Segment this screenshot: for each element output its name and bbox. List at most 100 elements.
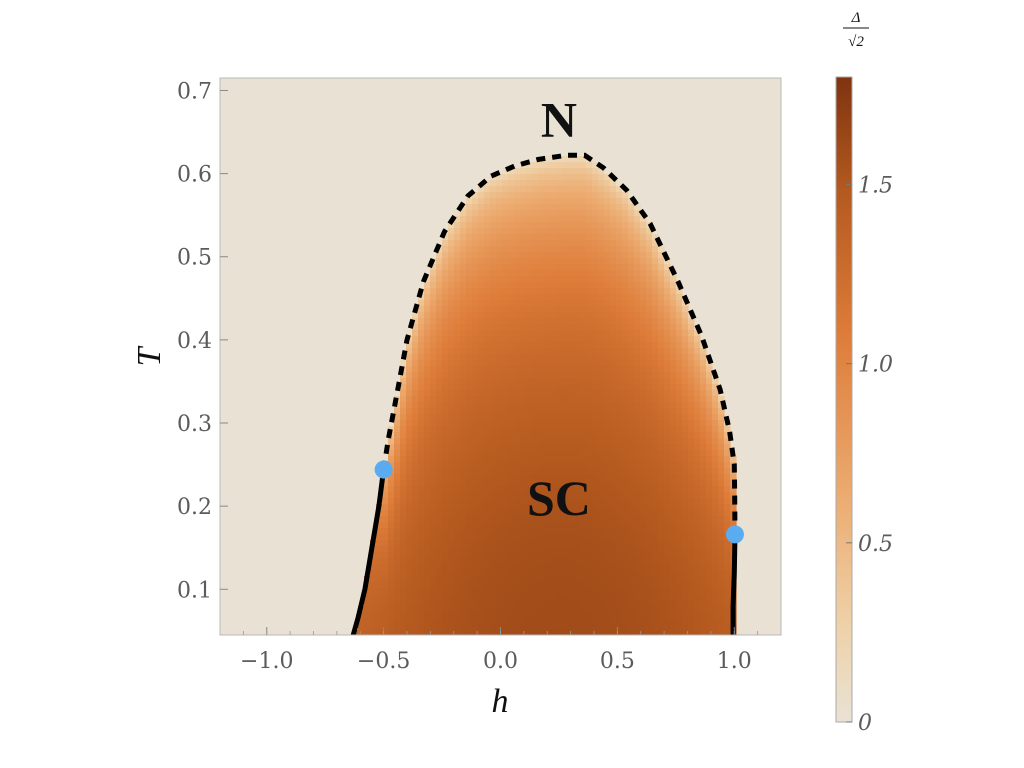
heatmap-cell: [586, 234, 593, 241]
heatmap-cell: [694, 612, 701, 619]
heatmap-cell: [580, 390, 587, 397]
heatmap-cell: [652, 468, 659, 475]
heatmap-cell: [538, 432, 545, 439]
heatmap-cell: [670, 582, 677, 589]
heatmap-cell: [388, 510, 395, 517]
heatmap-cell: [532, 396, 539, 403]
heatmap-cell: [676, 396, 683, 403]
heatmap-cell: [712, 594, 719, 601]
heatmap-cell: [472, 258, 479, 265]
heatmap-cell: [652, 588, 659, 595]
heatmap-cell: [388, 498, 395, 505]
heatmap-cell: [670, 390, 677, 397]
heatmap-cell: [586, 624, 593, 631]
heatmap-cell: [496, 486, 503, 493]
heatmap-cell: [550, 348, 557, 355]
heatmap-cell: [430, 378, 437, 385]
heatmap-cell: [430, 372, 437, 379]
heatmap-cell: [460, 246, 467, 253]
heatmap-cell: [640, 414, 647, 421]
heatmap-cell: [580, 264, 587, 271]
heatmap-cell: [616, 402, 623, 409]
heatmap-cell: [604, 438, 611, 445]
heatmap-cell: [568, 324, 575, 331]
heatmap-cell: [520, 540, 527, 547]
heatmap-cell: [610, 624, 617, 631]
heatmap-cell: [376, 588, 383, 595]
heatmap-cell: [424, 522, 431, 529]
heatmap-cell: [700, 594, 707, 601]
heatmap-cell: [622, 192, 629, 199]
heatmap-cell: [628, 324, 635, 331]
heatmap-cell: [646, 432, 653, 439]
heatmap-cell: [478, 276, 485, 283]
heatmap-cell: [592, 612, 599, 619]
heatmap-cell: [598, 276, 605, 283]
heatmap-cell: [460, 504, 467, 511]
heatmap-cell: [628, 516, 635, 523]
heatmap-cell: [676, 336, 683, 343]
heatmap-cell: [430, 282, 437, 289]
heatmap-cell: [616, 420, 623, 427]
heatmap-cell: [466, 330, 473, 337]
heatmap-cell: [604, 342, 611, 349]
heatmap-cell: [412, 420, 419, 427]
heatmap-cell: [544, 240, 551, 247]
heatmap-cell: [706, 480, 713, 487]
heatmap-cell: [640, 234, 647, 241]
heatmap-cell: [646, 474, 653, 481]
heatmap-cell: [496, 498, 503, 505]
heatmap-cell: [724, 432, 731, 439]
heatmap-cell: [556, 624, 563, 631]
heatmap-cell: [532, 186, 539, 193]
heatmap-cell: [622, 396, 629, 403]
heatmap-cell: [466, 258, 473, 265]
heatmap-cell: [442, 252, 449, 259]
heatmap-cell: [538, 564, 545, 571]
heatmap-cell: [658, 594, 665, 601]
heatmap-cell: [478, 600, 485, 607]
heatmap-cell: [622, 198, 629, 205]
heatmap-cell: [676, 612, 683, 619]
heatmap-cell: [406, 522, 413, 529]
heatmap-cell: [460, 360, 467, 367]
heatmap-cell: [370, 558, 377, 565]
heatmap-cell: [466, 354, 473, 361]
heatmap-cell: [652, 570, 659, 577]
heatmap-cell: [682, 420, 689, 427]
heatmap-cell: [460, 612, 467, 619]
heatmap-cell: [466, 216, 473, 223]
heatmap-cell: [502, 222, 509, 229]
heatmap-cell: [454, 366, 461, 373]
heatmap-cell: [436, 486, 443, 493]
heatmap-cell: [466, 498, 473, 505]
heatmap-cell: [526, 306, 533, 313]
heatmap-cell: [550, 582, 557, 589]
heatmap-cell: [670, 594, 677, 601]
heatmap-cell: [694, 516, 701, 523]
heatmap-cell: [550, 222, 557, 229]
heatmap-cell: [640, 558, 647, 565]
heatmap-cell: [598, 402, 605, 409]
heatmap-cell: [478, 522, 485, 529]
heatmap-cell: [526, 192, 533, 199]
heatmap-cell: [532, 174, 539, 181]
heatmap-cell: [712, 486, 719, 493]
heatmap-cell: [424, 360, 431, 367]
heatmap-cell: [550, 612, 557, 619]
heatmap-cell: [616, 438, 623, 445]
heatmap-cell: [598, 306, 605, 313]
heatmap-cell: [598, 324, 605, 331]
heatmap-cell: [670, 492, 677, 499]
heatmap-cell: [664, 546, 671, 553]
heatmap-cell: [454, 246, 461, 253]
heatmap-cell: [520, 366, 527, 373]
heatmap-cell: [394, 420, 401, 427]
heatmap-cell: [472, 516, 479, 523]
heatmap-cell: [724, 570, 731, 577]
heatmap-cell: [526, 264, 533, 271]
heatmap-cell: [472, 198, 479, 205]
heatmap-cell: [574, 312, 581, 319]
heatmap-cell: [436, 552, 443, 559]
heatmap-cell: [490, 438, 497, 445]
